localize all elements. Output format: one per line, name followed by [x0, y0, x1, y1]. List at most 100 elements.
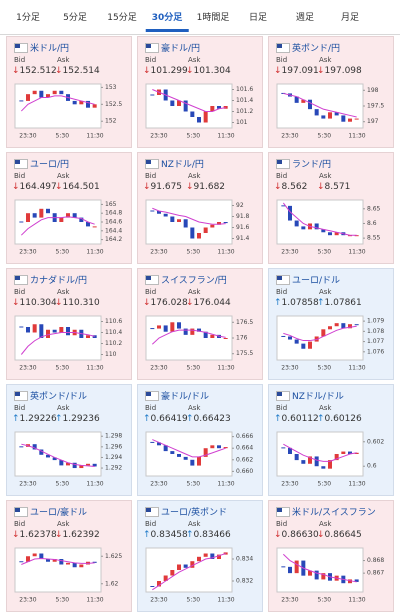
- bid-label: Bid: [145, 172, 157, 180]
- bid-label: Bid: [145, 520, 157, 528]
- candle: [32, 444, 37, 450]
- ask-value: ↑0.60126: [317, 414, 362, 424]
- moving-average: [283, 92, 357, 118]
- candle: [157, 325, 161, 329]
- y-tick-label: 110.6: [105, 318, 122, 325]
- candle: [217, 222, 221, 225]
- y-tick-label: 1.296: [105, 443, 122, 450]
- pair-name[interactable]: NZドル/円: [161, 160, 204, 170]
- rate-tile[interactable]: スイスフラン/円 Bid Ask ↓176.028 ↓176.044 176.5 176 17…: [137, 268, 263, 380]
- candle: [314, 223, 319, 230]
- rate-tile[interactable]: ユーロ/円 Bid Ask ↓164.497 ↓164.501 165 164.8 164.6…: [6, 152, 132, 264]
- flag-icon: [14, 43, 28, 53]
- pair-name[interactable]: カナダドル/円: [30, 276, 88, 286]
- candle: [210, 553, 215, 559]
- candle: [59, 217, 64, 222]
- pair-name[interactable]: 米ドル/円: [30, 44, 70, 54]
- candle: [66, 327, 70, 336]
- flag-icon: [145, 43, 159, 53]
- timeframe-tab[interactable]: 1分足: [16, 13, 40, 23]
- rate-tile[interactable]: ユーロ/豪ドル Bid Ask ↓1.62378 ↓1.62392 1.625 1.62 23…: [6, 500, 132, 612]
- candle: [321, 329, 326, 337]
- y-tick-label: 198: [367, 87, 379, 94]
- bid-value: ↓176.028: [143, 298, 188, 308]
- x-tick-label: 23:30: [150, 597, 167, 604]
- candle: [32, 213, 37, 218]
- bid-value: ↓152.512: [12, 66, 57, 76]
- x-tick-label: 5:30: [318, 365, 332, 372]
- candle: [294, 220, 299, 227]
- rate-tile[interactable]: カナダドル/円 Bid Ask ↓110.304 ↓110.310 110.6 110.4 1…: [6, 268, 132, 380]
- rate-tile[interactable]: 米ドル/円 Bid Ask ↓152.512 ↓152.514 153 152.5 152 23…: [6, 36, 132, 148]
- flag-icon: [14, 507, 28, 517]
- y-tick-label: 91.4: [236, 235, 250, 242]
- x-tick-label: 5:30: [187, 365, 201, 372]
- pair-name[interactable]: スイスフラン/円: [161, 276, 227, 286]
- candle: [183, 100, 188, 112]
- pair-name[interactable]: ユーロ/円: [30, 160, 70, 170]
- flag-mark: [146, 508, 151, 512]
- pair-name[interactable]: ユーロ/英ポンド: [161, 508, 228, 518]
- bid-value: ↓0.86630: [274, 530, 319, 540]
- candle: [66, 562, 70, 565]
- mini-chart: 1.079 1.078 1.077 1.076 23:30 5:30 11:30: [276, 315, 384, 372]
- pair-name[interactable]: ユーロ/ドル: [292, 276, 341, 286]
- candle: [170, 216, 175, 222]
- candle: [223, 222, 228, 224]
- timeframe-tab[interactable]: 1時間足: [196, 13, 230, 23]
- candle: [281, 447, 286, 449]
- bid-label: Bid: [14, 56, 26, 64]
- rate-tile[interactable]: ユーロ/英ポンド Bid Ask ↑0.83458 ↑0.83466 0.834 0.832…: [137, 500, 263, 612]
- rate-tile[interactable]: NZドル/円 Bid Ask ↓91.675 ↓91.682 92 91.8 91.6 91.4…: [137, 152, 263, 264]
- y-tick-label: 0.6: [367, 463, 377, 470]
- ask-value: ↓197.098: [317, 66, 362, 76]
- pair-name[interactable]: 米ドル/スイスフラン: [292, 508, 376, 518]
- timeframe-tab[interactable]: 5分足: [63, 13, 87, 23]
- rate-tile[interactable]: 豪ドル/ドル Bid Ask ↑0.66419 ↑0.66423 0.666 0.664 0.…: [137, 384, 263, 496]
- timeframe-tab[interactable]: 日足: [248, 13, 268, 23]
- mini-chart: 110.6 110.4 110.2 110 23:30 5:30 11:30: [14, 315, 122, 372]
- flag-mark: [277, 276, 282, 280]
- rate-tile[interactable]: ユーロ/ドル Bid Ask ↑1.07858 ↑1.07861 1.079 1.078 1.…: [268, 268, 394, 380]
- pair-name[interactable]: ランド/円: [292, 160, 332, 170]
- x-tick-label: 11:30: [217, 249, 234, 256]
- x-tick-label: 23:30: [281, 481, 298, 488]
- bid-value: ↓164.497: [12, 182, 57, 192]
- candle: [32, 553, 37, 557]
- rate-tile[interactable]: ランド/円 Bid Ask ↓8.562 ↓8.571 8.65 8.6 8.55 23:30 5…: [268, 152, 394, 264]
- rate-tile[interactable]: 米ドル/スイスフラン Bid Ask ↓0.86630 ↓0.86645 0.868 0.8…: [268, 500, 394, 612]
- ask-value: ↓176.044: [186, 298, 231, 308]
- candle: [66, 213, 70, 218]
- pair-name[interactable]: 英ポンド/ドル: [30, 392, 88, 402]
- rate-tile[interactable]: 英ポンド/円 Bid Ask ↓197.091 ↓197.098 198 197.5 197 2…: [268, 36, 394, 148]
- timeframe-tab[interactable]: 月足: [340, 13, 360, 23]
- pair-name[interactable]: 豪ドル/円: [161, 44, 201, 54]
- rate-tile[interactable]: NZドル/ドル Bid Ask ↑0.60112 ↑0.60126 0.602 0.6 23:…: [268, 384, 394, 496]
- y-tick-label: 110.4: [105, 329, 122, 336]
- flag-mark: [146, 44, 151, 48]
- pair-name[interactable]: ユーロ/豪ドル: [30, 508, 88, 518]
- rate-tile[interactable]: 豪ドル/円 Bid Ask ↓101.299 ↓101.304 101.6 101.4 101…: [137, 36, 263, 148]
- moving-average: [21, 557, 95, 565]
- bid-value: ↑0.66419: [143, 414, 188, 424]
- flag-icon: [14, 391, 28, 401]
- timeframe-tab[interactable]: 30分足: [145, 10, 188, 32]
- timeframe-tab[interactable]: 週足: [295, 13, 315, 23]
- timeframe-tab[interactable]: 15分足: [107, 13, 137, 23]
- y-tick-label: 1.62: [105, 580, 119, 587]
- candle: [86, 100, 90, 108]
- y-tick-label: 0.660: [236, 468, 253, 475]
- candle: [72, 462, 77, 469]
- pair-name[interactable]: 豪ドル/ドル: [161, 392, 210, 402]
- candle: [157, 581, 161, 587]
- rate-tile[interactable]: 英ポンド/ドル Bid Ask ↑1.29226 ↑1.29236 1.298 1.296 1…: [6, 384, 132, 496]
- pair-name[interactable]: NZドル/ドル: [292, 392, 344, 402]
- moving-average: [283, 325, 357, 342]
- candle: [197, 556, 201, 562]
- moving-average: [152, 89, 226, 112]
- candle: [163, 325, 168, 332]
- candle: [197, 456, 201, 466]
- flag-mark: [277, 44, 282, 48]
- candle: [210, 445, 215, 449]
- pair-name[interactable]: 英ポンド/円: [292, 44, 341, 54]
